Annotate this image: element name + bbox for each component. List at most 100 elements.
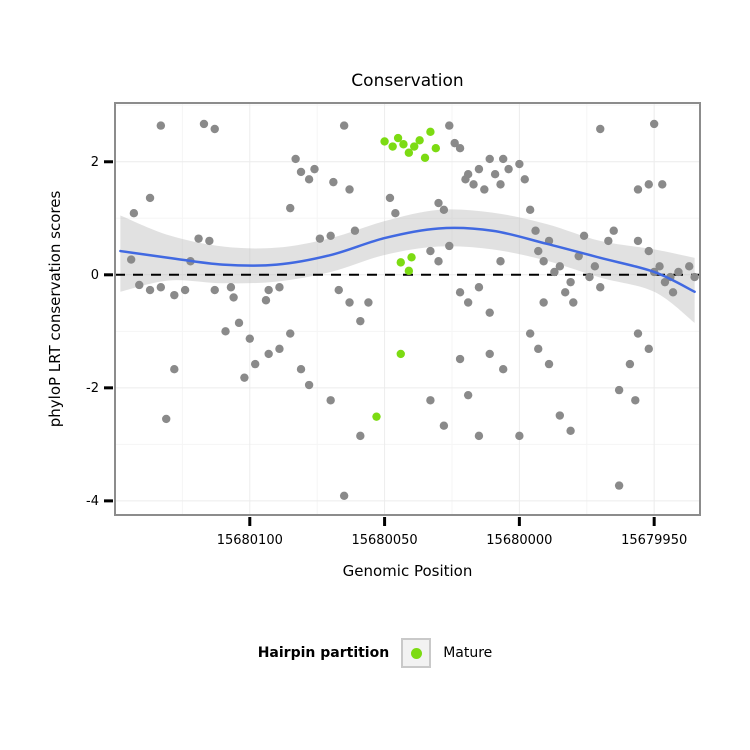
scatter-point <box>644 246 653 256</box>
scatter-point <box>339 121 349 130</box>
scatter-point <box>515 159 524 169</box>
scatter-point <box>439 205 449 215</box>
scatter-point <box>550 267 559 277</box>
scatter-point <box>668 288 678 297</box>
mature-point <box>404 266 414 276</box>
scatter-point <box>455 354 465 364</box>
scatter-point <box>474 431 484 441</box>
scatter-point <box>170 290 179 300</box>
mature-point <box>380 137 389 146</box>
scatter-point <box>315 234 325 243</box>
scatter-point <box>286 329 295 338</box>
scatter-point <box>264 285 273 295</box>
scatter-point <box>455 144 465 153</box>
scatter-point <box>234 318 244 328</box>
scatter-point <box>304 175 314 184</box>
scatter-point <box>455 288 465 297</box>
scatter-point <box>310 164 319 174</box>
scatter-point <box>356 316 365 326</box>
scatter-point <box>221 327 230 336</box>
scatter-point <box>690 272 699 282</box>
scatter-point <box>569 298 578 307</box>
scatter-point <box>655 262 664 271</box>
scatter-point <box>685 262 694 271</box>
chart-title: Conservation <box>351 71 464 91</box>
scatter-point <box>156 121 166 130</box>
scatter-point <box>180 285 190 295</box>
scatter-point <box>391 209 400 218</box>
scatter-point <box>463 390 473 400</box>
scatter-point <box>474 164 484 174</box>
scatter-point <box>633 236 643 246</box>
mature-point <box>410 142 419 151</box>
scatter-point <box>329 177 338 187</box>
x-tick-label: 15680100 <box>217 533 283 548</box>
scatter-point <box>156 283 166 292</box>
scatter-point <box>496 180 505 189</box>
scatter-point <box>579 231 589 241</box>
scatter-point <box>539 298 548 307</box>
scatter-point <box>145 193 155 203</box>
scatter-point <box>485 154 494 164</box>
scatter-point <box>194 234 203 243</box>
scatter-point <box>566 277 575 287</box>
scatter-point <box>596 283 605 292</box>
scatter-point <box>296 167 306 177</box>
legend-item-label: Mature <box>443 645 493 661</box>
scatter-point <box>434 257 443 266</box>
x-axis-label: Genomic Position <box>342 562 473 580</box>
x-tick-label: 15679950 <box>621 533 687 548</box>
scatter-point <box>499 154 508 164</box>
scatter-point <box>525 329 535 338</box>
scatter-point <box>631 396 640 405</box>
scatter-point <box>604 236 613 246</box>
scatter-point <box>326 231 335 241</box>
smooth-line <box>119 226 696 294</box>
mature-point <box>388 142 397 151</box>
scatter-point <box>485 349 494 359</box>
scatter-point <box>385 193 395 203</box>
scatter-point <box>609 226 618 235</box>
scatter-point <box>345 185 354 194</box>
y-tick-label: 0 <box>91 268 99 283</box>
scatter-point <box>439 421 449 430</box>
mature-point <box>396 349 405 359</box>
scatter-point <box>469 180 478 189</box>
scatter-point <box>566 426 575 435</box>
scatter-point <box>485 308 494 317</box>
scatter-point <box>286 203 295 213</box>
scatter-point <box>649 119 659 129</box>
mature-point <box>426 127 435 137</box>
scatter-point <box>364 298 373 307</box>
mature-point <box>415 136 424 145</box>
scatter-point <box>345 298 354 307</box>
scatter-point <box>199 119 209 129</box>
scatter-point <box>561 288 570 297</box>
mature-point <box>420 153 430 163</box>
scatter-point <box>644 180 653 189</box>
scatter-point <box>544 359 554 369</box>
scatter-point <box>504 164 513 174</box>
scatter-point <box>261 296 271 305</box>
scatter-point <box>474 283 484 292</box>
scatter-point <box>245 334 254 343</box>
scatter-point <box>658 180 667 189</box>
scatter-point <box>463 298 473 307</box>
legend: Hairpin partition Mature <box>0 638 750 668</box>
scatter-point <box>210 285 219 295</box>
scatter-point <box>490 170 500 179</box>
scatter-point <box>145 285 155 295</box>
scatter-point <box>434 198 443 208</box>
scatter-point <box>515 431 524 441</box>
y-tick-label: -4 <box>86 494 99 509</box>
mature-point <box>372 412 381 421</box>
scatter-point <box>633 329 643 338</box>
mature-point <box>431 144 441 153</box>
scatter-point <box>356 431 365 441</box>
mature-point <box>407 253 416 262</box>
scatter-point <box>539 257 548 266</box>
scatter-point <box>350 226 360 235</box>
scatter-point <box>205 236 214 246</box>
